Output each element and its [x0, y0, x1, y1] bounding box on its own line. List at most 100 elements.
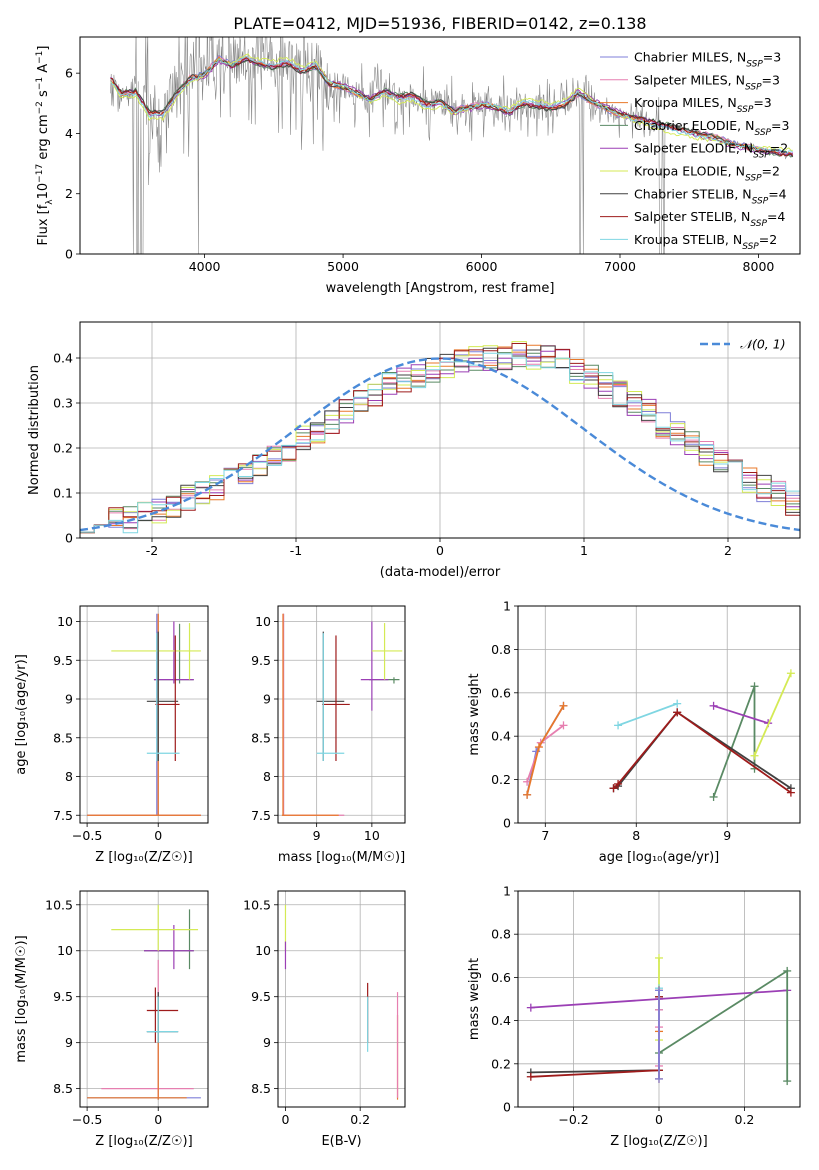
- age-vs-metallicity-ytick-label: 8.5: [53, 730, 73, 745]
- age-vs-mass-ytick-label: 8.5: [251, 730, 271, 745]
- legend-label-kroupa_elodie: Kroupa ELODIE, NSSP=2: [634, 164, 780, 184]
- legend-label-part: Kroupa MILES, N: [634, 95, 737, 110]
- weight-vs-age-ytick-label: 0.4: [491, 729, 511, 744]
- legend-label-part: Salpeter MILES, N: [634, 72, 745, 87]
- spectrum-xtick-label: 4000: [189, 259, 221, 274]
- residuals-xtick-label: -1: [290, 543, 302, 558]
- legend-label-part: =2: [759, 232, 777, 247]
- mass-vs-extinction-plot-area: [284, 904, 399, 1100]
- legend-label-salpeter_miles: Salpeter MILES, NSSP=3: [634, 72, 780, 92]
- weight-vs-metallicity-ytick-label: 0.4: [491, 1013, 511, 1028]
- legend-label-part: =2: [770, 141, 788, 156]
- residuals-frame: [79, 321, 801, 539]
- spectrum-model-chabrier_stelib: [110, 57, 794, 158]
- mass-vs-metallicity-xtick-label: −0.5: [72, 1112, 102, 1127]
- mass-vs-metallicity-ytick-label: 10.5: [45, 897, 73, 912]
- spectrum-ytick-label: 4: [65, 126, 73, 141]
- mass-vs-metallicity-ytick-label: 9: [65, 1035, 73, 1050]
- legend-label-part: SSP: [752, 196, 769, 206]
- residuals-xtick-label: 2: [724, 543, 732, 558]
- age-vs-mass-ytick-label: 9.5: [251, 653, 271, 668]
- age-vs-metallicity-ytick-label: 9.5: [53, 653, 73, 668]
- spectrum-ylabel-part: −2: [35, 101, 45, 114]
- legend-label-part: Chabrier ELODIE, N: [634, 118, 754, 133]
- age-vs-mass-ytick-label: 9: [263, 692, 271, 707]
- spectrum-plot-area: [110, 37, 794, 254]
- mass-vs-metallicity-axes: −0.5 0 8.5 9 9.5 10 10.5 Z [log₁₀(Z/Z☉)] mass [l…: [14, 891, 208, 1149]
- legend-label-part: Salpeter ELODIE, N: [634, 141, 753, 156]
- spectrum-xlabel: wavelength [Angstrom, rest frame]: [326, 281, 555, 296]
- spectrum-axes: 4000 5000 6000 7000 8000 0 2 4 6 wavelength [Angs…: [65, 66, 774, 296]
- legend-label-part: =3: [762, 72, 780, 87]
- residuals-ytick-label: 0.3: [53, 396, 73, 411]
- spectrum-ytick-label: 2: [65, 186, 73, 201]
- age-vs-mass-xtick-label: 10: [364, 828, 380, 843]
- legend-label-part: SSP: [742, 242, 759, 252]
- spectrum-ylabel-part: −17: [35, 164, 45, 183]
- legend-label-part: Kroupa ELODIE, N: [634, 164, 745, 179]
- age-vs-mass-xtick-label: 9: [313, 828, 321, 843]
- weight-vs-metallicity-frame: [517, 890, 801, 1108]
- mass-vs-metallicity-xtick-label: 0: [154, 1112, 162, 1127]
- mass-vs-extinction-ytick-label: 8.5: [251, 1081, 271, 1096]
- legend-label-part: =2: [762, 164, 780, 179]
- legend-label-salpeter_elodie: Salpeter ELODIE, NSSP=2: [634, 141, 788, 161]
- residual-hist-salpeter_stelib: [80, 343, 800, 533]
- residual-hist-kroupa_stelib: [80, 352, 800, 534]
- legend-label-chabrier_elodie: Chabrier ELODIE, NSSP=3: [634, 118, 789, 138]
- mass-vs-extinction-frame: [277, 890, 406, 1108]
- legend-label-kroupa_miles: Kroupa MILES, NSSP=3: [634, 95, 772, 115]
- age-vs-metallicity-xtick-label: −0.5: [72, 828, 102, 843]
- mass-vs-extinction-xlabel: E(B-V): [321, 1134, 361, 1149]
- residuals-xtick-label: 1: [580, 543, 588, 558]
- legend-label-gaussian: 𝒩(0, 1): [740, 337, 786, 352]
- spectrum-frame: [79, 36, 801, 255]
- weight-vs-age-ylabel: mass weight: [467, 673, 482, 755]
- mass-vs-extinction-xtick-label: 0.2: [350, 1112, 370, 1127]
- age-vs-mass-ytick-label: 8: [263, 769, 271, 784]
- spectrum-ylabel-part: A: [36, 64, 51, 77]
- gaussian-curve: [80, 357, 800, 532]
- residuals-xtick-label: -2: [146, 543, 158, 558]
- weight-vs-metallicity-plot-area: [526, 953, 792, 1086]
- residuals-ytick-label: 0: [65, 531, 73, 546]
- weight-vs-metallicity-axes: −0.2 0 0.2 0 0.2 0.4 0.6 0.8 1 Z [log₁₀(Z/Z☉)] mas…: [467, 884, 800, 1149]
- residuals-xlabel: (data-model)/error: [380, 565, 501, 580]
- weight-vs-metallicity-xlabel: Z [log₁₀(Z/Z☉)]: [610, 1134, 707, 1149]
- residuals-ylabel: Normed distribution: [27, 365, 42, 495]
- spectrum-ylabel: Flux [fλ10−17 erg cm−2 s−1 A−1]: [35, 46, 55, 246]
- legend-label-part: =4: [767, 209, 785, 224]
- legend-label-part: Chabrier MILES, N: [634, 50, 746, 65]
- legend-label-part: SSP: [745, 82, 762, 92]
- age-vs-metallicity-ylabel: age [log₁₀(age/yr)]: [14, 654, 29, 775]
- weight-line-salpeter_stelib: [612, 711, 792, 794]
- weight-vs-metallicity-xtick-label: 0: [655, 1112, 663, 1127]
- age-vs-metallicity-ytick-label: 10: [57, 614, 73, 629]
- weight-vs-age-xlabel: age [log₁₀(age/yr)]: [599, 850, 720, 865]
- weight-vs-age-ytick-label: 0.6: [491, 685, 511, 700]
- spectrum-ytick-label: 0: [65, 247, 73, 262]
- legend-label-part: Kroupa STELIB, N: [634, 232, 742, 247]
- legend-label-part: SSP: [746, 60, 763, 70]
- weight-vs-metallicity-ytick-label: 1: [503, 884, 511, 899]
- legend-label-kroupa_stelib: Kroupa STELIB, NSSP=2: [634, 232, 777, 252]
- legend-label-chabrier_stelib: Chabrier STELIB, NSSP=4: [634, 186, 787, 206]
- mass-vs-metallicity-xlabel: Z [log₁₀(Z/Z☉)]: [95, 1134, 192, 1149]
- age-vs-mass-axes: 9 10 7.5 8 8.5 9 9.5 10 mass [log₁₀(M/M☉)]: [251, 606, 405, 865]
- age-vs-mass-ytick-label: 10: [255, 614, 271, 629]
- age-vs-mass-frame: [277, 605, 406, 824]
- weight-vs-age-ytick-label: 1: [503, 599, 511, 614]
- spectrum-xtick-label: 8000: [743, 259, 775, 274]
- mass-vs-extinction-ytick-label: 9: [263, 1035, 271, 1050]
- residuals-ytick-label: 0.1: [53, 486, 73, 501]
- legend-label-part: =3: [753, 95, 771, 110]
- spectrum-model-kroupa_stelib: [110, 55, 793, 154]
- mass-vs-metallicity-ytick-label: 8.5: [53, 1081, 73, 1096]
- residuals-plot-area: [80, 341, 800, 534]
- age-vs-metallicity-plot-area: [87, 613, 201, 816]
- residuals-xtick-label: 0: [436, 543, 444, 558]
- legend-label-part: Salpeter STELIB, N: [634, 209, 750, 224]
- age-vs-metallicity-ytick-label: 8: [65, 769, 73, 784]
- legend-label-chabrier_miles: Chabrier MILES, NSSP=3: [634, 50, 781, 70]
